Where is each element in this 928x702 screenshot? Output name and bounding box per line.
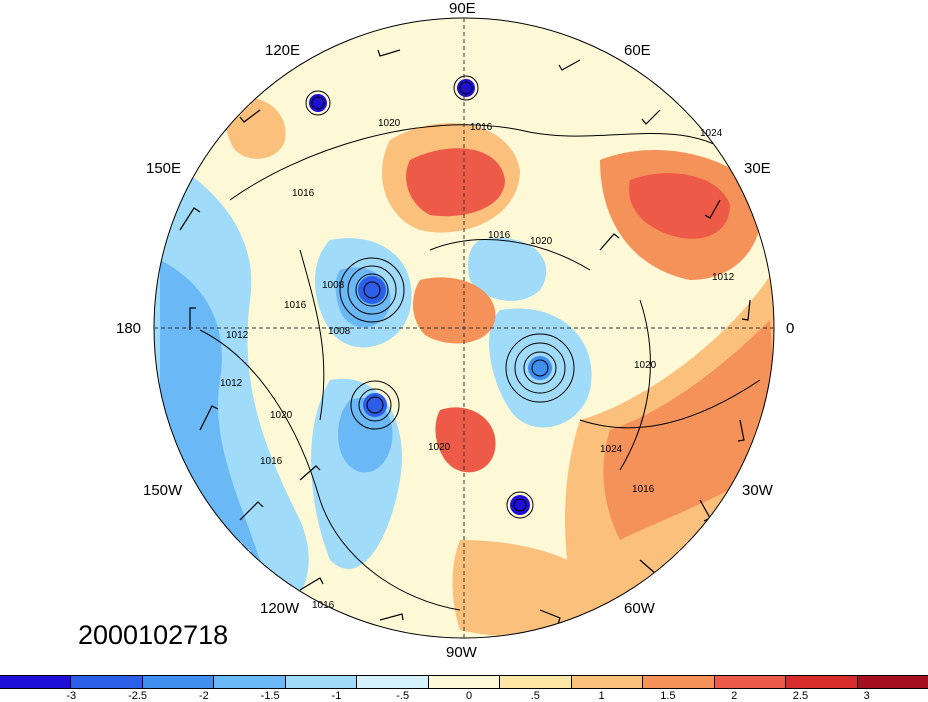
colorbar-swatch: [714, 676, 787, 688]
isobar-value-label: 1024: [600, 444, 623, 455]
isobar-value-label: 1016: [284, 300, 307, 311]
colorbar-tick-label: -3: [66, 690, 77, 702]
isobar-value-label: 1012: [712, 272, 735, 283]
graticule: [154, 18, 774, 638]
cyclone-center: [510, 495, 530, 515]
isobar-value-label: 1016: [260, 456, 283, 467]
colorbar-tick-label: -2.5: [128, 690, 148, 702]
timestamp-label: 2000102718: [78, 620, 229, 650]
longitude-label-90w: 90W: [446, 644, 477, 661]
colorbar-swatch: [857, 676, 928, 688]
isobar-value-label: 1016: [312, 600, 335, 611]
colorbar-swatch: [71, 676, 143, 688]
colorbar-swatch: [214, 676, 286, 688]
negative-anomaly-region: [338, 398, 393, 473]
colorbar-tick-label: -2: [198, 690, 209, 702]
longitude-label-90e: 90E: [449, 0, 476, 17]
isobar-value-label: 1016: [470, 122, 493, 133]
positive-anomaly-region: [629, 173, 730, 239]
colorbar-tick-label: 1.5: [660, 690, 676, 702]
isobar-value-label: 1020: [530, 236, 553, 247]
positive-anomaly-region: [435, 407, 496, 473]
wind-barbs: [179, 49, 751, 625]
isobar-value-label: 1012: [220, 378, 243, 389]
isobar-value-label: 1020: [634, 360, 657, 371]
longitude-label-150e: 150E: [146, 160, 182, 177]
isobar-value-label: 1016: [488, 230, 511, 241]
colorbar-tick-label: 0: [465, 690, 473, 702]
longitude-label-60w: 60W: [624, 600, 655, 617]
colorbar-swatch: [428, 676, 501, 688]
colorbar-swatch: [643, 676, 715, 688]
colorbar-swatch: [142, 676, 215, 688]
colorbar-tick-label: 3: [863, 690, 870, 702]
colorbar-swatch: [786, 676, 858, 688]
colorbar-tick-label: 2: [731, 690, 738, 702]
isobar-value-label: 1008: [328, 326, 351, 337]
longitude-label-60e: 60E: [624, 42, 651, 59]
isobar-value-label: 1016: [632, 484, 655, 495]
isobar-value-label: 1012: [226, 330, 249, 341]
negative-anomaly-region: [468, 238, 547, 301]
longitude-label-150w: 150W: [143, 482, 183, 499]
longitude-label-120e: 120E: [265, 42, 301, 59]
isobar-value-label: 1020: [270, 410, 293, 421]
colorbar-tick-label: -.5: [396, 690, 410, 702]
longitude-label-0: 0: [786, 320, 795, 337]
colorbar-tick-label: -1: [331, 690, 342, 702]
colorbar: [0, 675, 928, 689]
positive-anomaly-region: [452, 540, 620, 636]
isobar-value-label: 1016: [292, 188, 315, 199]
longitude-label-30w: 30W: [742, 482, 773, 499]
colorbar-swatch: [285, 676, 358, 688]
longitude-label-30e: 30E: [744, 160, 771, 177]
colorbar-swatch: [500, 676, 572, 688]
colorbar-tick-label: 2.5: [792, 690, 809, 702]
colorbar-swatch: [571, 676, 644, 688]
longitude-label-180: 180: [116, 320, 142, 337]
positive-anomaly-region: [413, 277, 496, 344]
colorbar-swatch: [357, 676, 429, 688]
isobar-value-label: 1020: [428, 442, 451, 453]
colorbar-tick-label: 1: [598, 690, 605, 702]
colorbar-tick-label: -1.5: [260, 690, 280, 702]
colorbar-swatch: [0, 676, 72, 688]
isobar-value-label: 1024: [700, 128, 723, 139]
positive-anomaly-region: [406, 148, 505, 217]
isobar-value-label: 1008: [322, 280, 345, 291]
colorbar-tick-label: .5: [530, 690, 540, 702]
isobar-value-label: 1020: [378, 118, 401, 129]
cyclone-center: [358, 276, 386, 304]
longitude-label-120w: 120W: [260, 600, 300, 617]
isobar-contours: [199, 75, 761, 611]
